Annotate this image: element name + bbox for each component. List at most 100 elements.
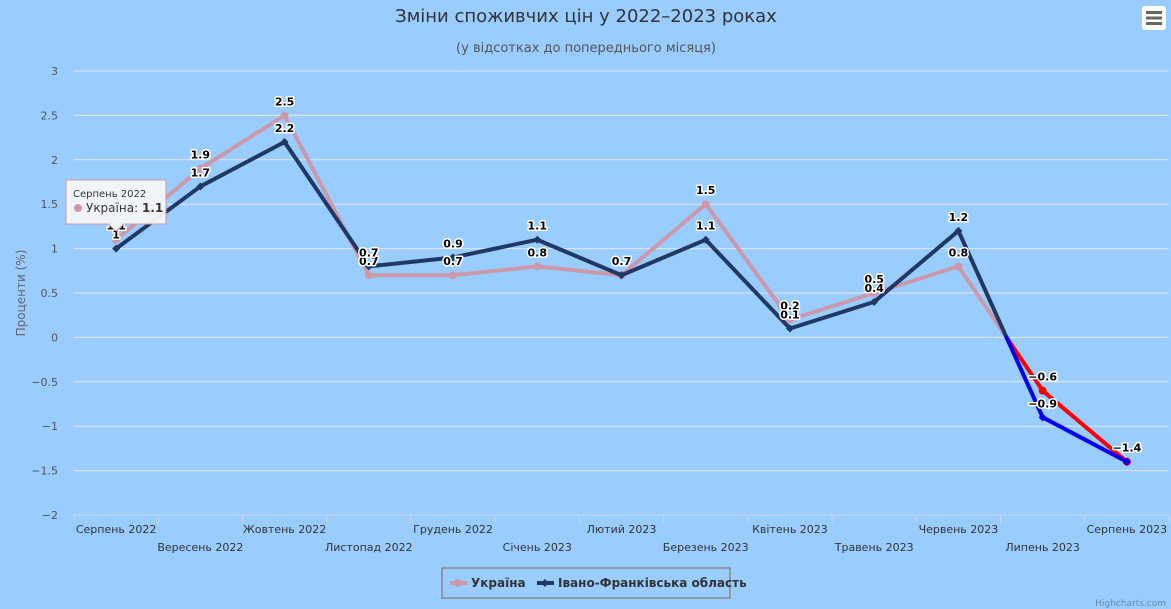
data-point-region[interactable]	[112, 244, 121, 253]
x-tick-label: Серпень 2023	[1087, 523, 1168, 536]
data-point-region[interactable]	[701, 235, 710, 244]
data-label-ukraine: 0.8	[949, 246, 969, 259]
data-point-ukraine[interactable]	[112, 235, 121, 244]
data-point-region[interactable]	[196, 182, 205, 191]
series-line-ukraine	[451, 264, 540, 278]
data-point-region[interactable]	[785, 324, 794, 333]
y-tick-label: 2.5	[41, 109, 59, 122]
series-line-region	[198, 140, 287, 189]
series-line-region	[956, 228, 1009, 340]
series-line-region	[282, 140, 371, 269]
data-point-region[interactable]	[617, 271, 626, 280]
data-point-ukraine[interactable]	[280, 111, 289, 120]
x-tick-label: Липень 2023	[1005, 541, 1080, 554]
data-label-ukraine: 0.7	[359, 255, 379, 268]
x-tick-label: Березень 2023	[663, 541, 749, 554]
data-label-ukraine: 0.7	[612, 255, 632, 268]
data-point-region[interactable]	[954, 226, 963, 235]
y-axis-label: Проценти (%)	[14, 250, 28, 337]
tooltip-series: Україна	[86, 201, 134, 215]
series-line-region	[366, 255, 456, 269]
data-label-ukraine: 1.9	[191, 149, 211, 162]
context-menu-button[interactable]	[1142, 6, 1166, 30]
series-line-region	[451, 237, 540, 260]
y-tick-label: 0.5	[41, 287, 59, 300]
legend: Україна Івано-Франківська область	[441, 567, 747, 599]
data-label-region: 1.1	[528, 220, 548, 233]
data-label-ukraine: 2.5	[275, 95, 295, 108]
x-tick-label: Червень 2023	[919, 523, 999, 536]
data-label-region: 1.7	[191, 166, 211, 179]
data-point-region[interactable]	[449, 253, 458, 262]
legend-item-region[interactable]: Івано-Франківська область	[537, 576, 747, 590]
data-point-region[interactable]	[1122, 457, 1131, 466]
y-tick-label: −1	[42, 420, 58, 433]
data-point-ukraine[interactable]	[364, 271, 373, 280]
y-tick-label: 2	[51, 154, 58, 167]
data-point-ukraine[interactable]	[954, 262, 963, 271]
tooltip-box	[65, 179, 167, 232]
data-point-ukraine[interactable]	[196, 164, 205, 173]
data-point-ukraine[interactable]	[1038, 386, 1047, 395]
data-point-ukraine[interactable]	[870, 289, 879, 297]
data-label-region: −0.9	[1028, 397, 1057, 410]
series-line-ukraine	[787, 291, 877, 322]
data-label-ukraine: −1.4	[1113, 442, 1142, 455]
series-line-region	[1004, 335, 1045, 420]
tooltip-header: Серпень 2022	[73, 189, 146, 200]
series-line-ukraine	[198, 113, 287, 171]
hamburger-menu-icon[interactable]	[1146, 11, 1162, 25]
y-tick-label: 0	[51, 331, 58, 344]
x-tick-label: Жовтень 2022	[243, 523, 326, 536]
data-label-region: 0.7	[612, 255, 632, 268]
data-point-region[interactable]	[533, 235, 542, 244]
y-tick-label: −0.5	[31, 376, 58, 389]
x-tick-label: Квітень 2023	[752, 523, 828, 536]
data-label-ukraine: 0.2	[780, 300, 800, 313]
data-label-region: 1.1	[696, 220, 716, 233]
data-point-ukraine[interactable]	[701, 200, 710, 209]
legend-label-ukraine[interactable]: Україна	[471, 576, 526, 590]
data-point-region[interactable]	[1038, 413, 1047, 422]
legend-item-ukraine[interactable]: Україна	[450, 576, 526, 590]
chart-title: Зміни споживчих цін у 2022–2023 роках	[395, 6, 777, 27]
y-tick-label: −1.5	[31, 465, 58, 478]
x-tick-label: Серпень 2022	[76, 523, 157, 536]
series-line-ukraine	[956, 264, 1009, 340]
data-label-region: 0.9	[443, 237, 463, 250]
series-group	[112, 111, 1131, 466]
data-point-ukraine[interactable]	[533, 262, 542, 271]
tooltip-series-name: Україна: 1.1	[86, 201, 163, 215]
legend-label-region[interactable]: Івано-Франківська область	[558, 576, 747, 590]
tooltip: Серпень 2022 Україна: 1.1	[65, 179, 167, 232]
tooltip-marker	[74, 204, 82, 212]
series-line-region	[872, 228, 961, 304]
data-point-ukraine[interactable]	[785, 315, 794, 324]
data-label-region: 2.2	[275, 122, 295, 135]
data-label-region: 0.7	[359, 246, 379, 259]
y-tick-label: −2	[42, 509, 58, 522]
legend-marker-region	[541, 579, 549, 587]
data-label-ukraine: 1.5	[696, 184, 716, 197]
y-axis-ticks: 3 2.5 2 1.5 1 0.5 0 −0.5 −1 −1.5 −2	[31, 65, 58, 522]
grid-lines	[74, 70, 1169, 516]
series-line-ukraine	[619, 202, 708, 278]
chart-subtitle: (у відсотках до попереднього місяця)	[456, 41, 716, 56]
y-tick-label: 1.5	[41, 198, 59, 211]
series-line-ukraine	[535, 264, 624, 278]
legend-marker-ukraine	[454, 579, 462, 587]
x-tick-label: Вересень 2022	[157, 541, 243, 554]
data-point-region[interactable]	[280, 138, 289, 147]
credits-link[interactable]: Highcharts.com	[1095, 599, 1166, 609]
series-line-region	[787, 299, 877, 331]
data-label-region: −1.4	[1113, 442, 1142, 455]
data-point-region[interactable]	[870, 297, 879, 306]
data-point-ukraine[interactable]	[449, 271, 458, 280]
data-labels: 1.11.92.50.70.70.80.71.50.20.50.8−0.6−1.…	[105, 94, 1143, 456]
data-point-region[interactable]	[364, 262, 373, 271]
x-tick-label: Травень 2023	[834, 541, 914, 554]
x-tick-label: Лютий 2023	[587, 523, 657, 536]
